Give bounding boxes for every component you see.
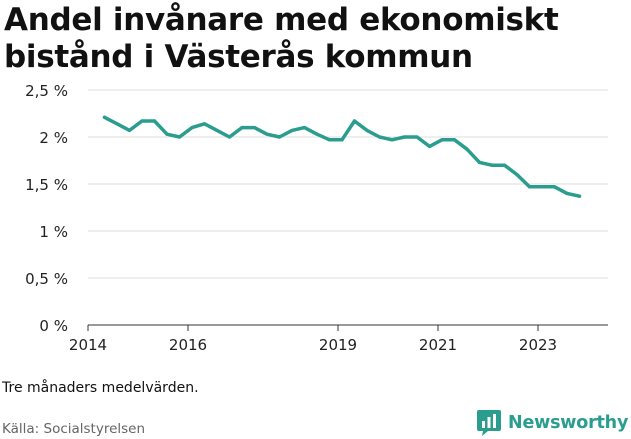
plot-area (102, 115, 582, 198)
y-tick-label: 2,5 % (25, 82, 68, 100)
x-tick-label: 2014 (69, 336, 107, 354)
data-point (165, 132, 169, 136)
data-point (327, 138, 332, 142)
data-point (152, 119, 157, 123)
x-tick-label: 2021 (419, 336, 457, 354)
data-point (340, 138, 344, 142)
data-point (540, 185, 544, 189)
brand-name: Newsworthy (508, 413, 629, 433)
data-point (277, 135, 282, 139)
data-point (215, 128, 219, 133)
data-point (227, 135, 232, 139)
data-point (177, 135, 182, 139)
brand-logo: Newsworthy (476, 409, 628, 437)
y-tick-label: 1,5 % (25, 176, 68, 194)
data-point (352, 119, 357, 123)
bar-chart-icon (477, 410, 501, 436)
data-point (140, 119, 144, 123)
data-point (552, 185, 557, 189)
data-point (427, 144, 432, 148)
data-point (565, 191, 569, 195)
data-point (477, 160, 482, 164)
data-point (402, 135, 407, 139)
data-point (440, 138, 444, 142)
data-point (302, 126, 307, 130)
data-point (577, 194, 582, 198)
data-point (365, 128, 369, 133)
grid-lines (88, 89, 608, 279)
x-axis: 2014 2016 2019 2021 2023 (69, 324, 608, 354)
y-tick-label: 0,5 % (25, 270, 68, 288)
data-point (202, 122, 207, 126)
data-point (465, 147, 469, 151)
data-point (390, 138, 394, 142)
data-point (452, 138, 457, 142)
data-point (315, 132, 319, 136)
data-point (490, 163, 494, 167)
data-point (127, 128, 132, 133)
x-tick-label: 2019 (319, 336, 357, 354)
data-point (252, 126, 257, 130)
chart-title: Andel invånare med ekonomiskt bistånd i … (4, 2, 559, 75)
data-point (240, 126, 244, 130)
footnote: Tre månaders medelvärden. (2, 380, 199, 396)
x-tick-label: 2023 (519, 336, 557, 354)
data-point (115, 122, 119, 126)
y-tick-label: 2 % (39, 129, 68, 147)
data-point (515, 173, 519, 177)
data-point (265, 132, 269, 136)
x-tick-label: 2016 (169, 336, 207, 354)
data-point (290, 128, 294, 133)
y-tick-label: 1 % (39, 223, 68, 241)
y-tick-label: 0 % (39, 317, 68, 335)
data-point (415, 135, 419, 139)
data-point (190, 126, 194, 130)
data-point (377, 135, 382, 139)
data-point (502, 163, 507, 167)
y-axis: 0 % 0,5 % 1 % 1,5 % 2 % 2,5 % (25, 82, 68, 335)
data-point (527, 185, 532, 189)
source-credit: Källa: Socialstyrelsen (2, 421, 146, 437)
data-point (102, 115, 107, 119)
